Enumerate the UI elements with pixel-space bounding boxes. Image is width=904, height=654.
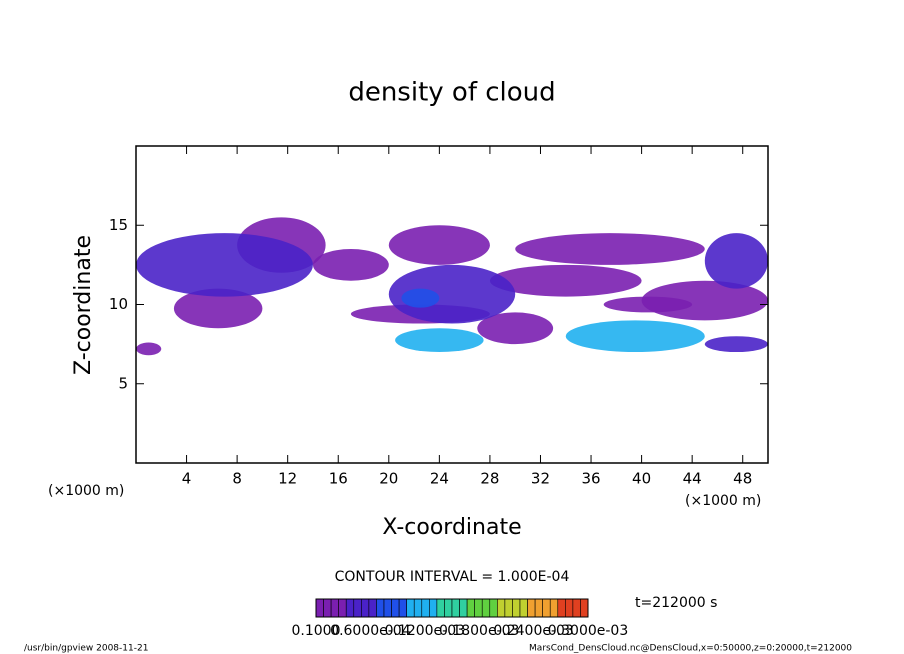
cloud-region [489,264,642,297]
colorbar-cell [421,598,430,618]
colorbar-cell [527,598,536,618]
cloud-region [136,233,313,297]
cloud-region [173,288,263,329]
colorbar-cell [504,598,513,618]
footer-left: /usr/bin/gpview 2008-11-21 [24,644,148,654]
colorbar-label: 0.2400e-03 [493,623,573,639]
colorbar-cell [444,598,453,618]
x-tick-label: 40 [632,470,651,488]
x-tick-label: 16 [329,470,348,488]
colorbar-frame [315,598,589,618]
x-unit-label: (×1000 m) [685,493,761,509]
colorbar-cell [315,598,324,618]
colorbar-cell [451,598,460,618]
colorbar-cell [391,598,400,618]
colorbar-cell [406,598,415,618]
x-tick-label: 12 [278,470,297,488]
colorbar-cell [512,598,521,618]
colorbar-cell [338,598,347,618]
cloud-region [565,320,705,353]
x-tick-label: 28 [480,470,499,488]
cloud-region [515,233,705,265]
colorbar-cell [330,598,339,618]
colorbar-cell [519,598,528,618]
colorbar-cell [534,598,543,618]
x-tick-label: 48 [733,470,752,488]
colorbar-cell [383,598,392,618]
colorbar-cell [459,598,468,618]
colorbar-cell [376,598,385,618]
colorbar-cell [497,598,506,618]
colorbar-cell [361,598,370,618]
colorbar-cell [353,598,362,618]
time-label: t=212000 s [635,595,717,611]
colorbar-cell [542,598,551,618]
colorbar-label: 0.1800e-03 [439,623,519,639]
y-tick-label: 10 [109,295,128,313]
colorbar-cell [580,598,589,618]
x-tick-label: 36 [581,470,600,488]
colorbar-cell [557,598,566,618]
x-tick-label: 4 [182,470,192,488]
x-tick-label: 44 [683,470,702,488]
colorbar-cell [413,598,423,618]
colorbar-cell [549,598,559,618]
colorbar-cell [323,598,332,618]
x-tick-label: 8 [232,470,242,488]
colorbar-label: 0.1200e-03 [385,623,465,639]
x-tick-label: 24 [430,470,449,488]
cloud-region [388,264,516,324]
colorbar-cell [466,598,475,618]
cloud-region [477,312,554,345]
cloud-region [704,233,769,289]
colorbar-cell [474,598,483,618]
colorbar-cell [345,598,355,618]
colorbar-cell [368,598,377,618]
colorbar-cell [398,598,407,618]
colorbar-cell [436,598,445,618]
cloud-region [704,336,769,353]
y-axis-label: Z-coordinate [71,235,96,375]
colorbar-cell [565,598,574,618]
y-tick-label: 5 [118,374,128,392]
cloud-region [312,249,389,281]
colorbar-cell [489,598,498,618]
colorbar-label: 0.1000 [292,623,341,639]
cloud-region [641,280,768,321]
y-tick-label: 15 [109,216,128,234]
contour-interval: CONTOUR INTERVAL = 1.000E-04 [335,569,570,585]
cloud-region [395,328,484,353]
colorbar-cell [572,598,581,618]
chart-title: density of cloud [348,78,555,108]
cloud-region [136,342,162,356]
cloud-region [388,225,490,265]
colorbar-label: 0.6000e-04 [330,623,411,639]
footer-right: MarsCond_DensCloud.nc@DensCloud,x=0:5000… [529,644,852,654]
x-tick-label: 20 [379,470,398,488]
colorbar-cell [429,598,438,618]
cloud-region [401,288,440,308]
colorbar-label: 0.3000e-03 [548,623,628,639]
x-unit-label: (×1000 m) [48,483,124,499]
x-axis-label: X-coordinate [382,515,521,540]
x-tick-label: 32 [531,470,550,488]
colorbar-cell [481,598,491,618]
